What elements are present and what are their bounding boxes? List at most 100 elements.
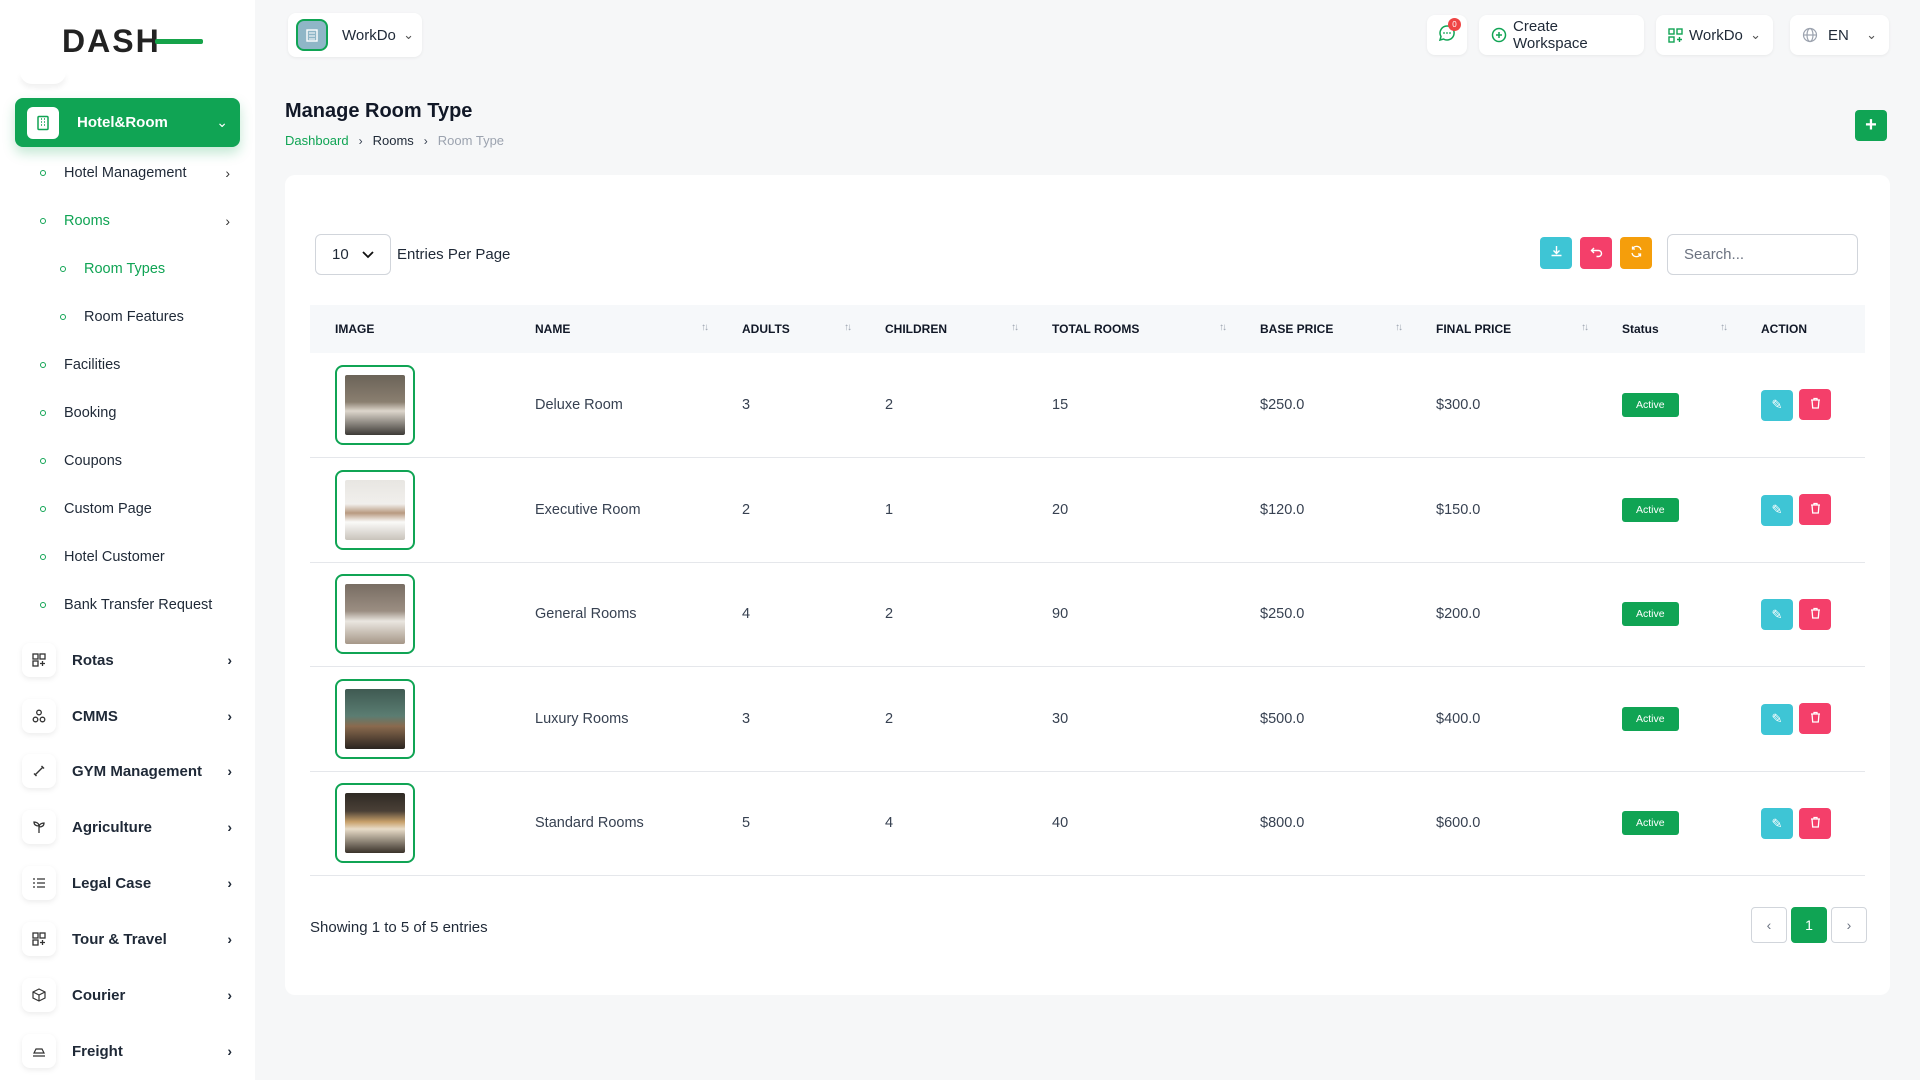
breadcrumb-rooms[interactable]: Rooms xyxy=(372,133,414,148)
pagination-page[interactable]: 1 xyxy=(1791,907,1827,943)
download-button[interactable] xyxy=(1540,237,1572,269)
room-name: Executive Room xyxy=(535,501,641,518)
sort-icon: ↑↓ xyxy=(1720,322,1728,333)
sidebar-module-hotel-room[interactable]: Hotel&Room ⌄ xyxy=(15,98,240,147)
sidebar-module-label: Hotel&Room xyxy=(77,114,168,131)
search-input[interactable] xyxy=(1667,234,1858,275)
pencil-icon: ✎ xyxy=(1771,815,1783,831)
col-final-price[interactable]: FINAL PRICE ↑↓ xyxy=(1436,322,1589,336)
delete-button[interactable] xyxy=(1799,389,1831,421)
edit-button[interactable]: ✎ xyxy=(1761,389,1793,421)
sidebar-item-facilities[interactable]: Facilities xyxy=(40,357,230,373)
chevron-right-icon: › xyxy=(227,763,232,779)
workspace-avatar xyxy=(296,19,328,51)
reset-button[interactable] xyxy=(1580,237,1612,269)
sidebar-module-gym-management[interactable]: GYM Management › xyxy=(22,751,232,791)
col-adults[interactable]: ADULTS ↑↓ xyxy=(742,322,852,336)
bullet-icon xyxy=(40,602,46,608)
sidebar-module-rotas[interactable]: Rotas › xyxy=(22,640,232,680)
breadcrumb-dashboard[interactable]: Dashboard xyxy=(285,133,349,148)
status-badge: Active xyxy=(1622,706,1679,731)
col-action: ACTION xyxy=(1761,322,1807,336)
room-children: 2 xyxy=(885,710,894,727)
sidebar-item-hotel-customer[interactable]: Hotel Customer xyxy=(40,549,230,565)
sidebar-module-cmms[interactable]: CMMS › xyxy=(22,696,232,736)
sidebar-item-custom-page[interactable]: Custom Page xyxy=(40,501,230,517)
sidebar-module-label: Rotas xyxy=(72,651,114,669)
delete-button[interactable] xyxy=(1799,598,1831,630)
sidebar-item-hotel-management[interactable]: Hotel Management › xyxy=(40,165,230,181)
edit-button[interactable]: ✎ xyxy=(1761,703,1793,735)
room-final-price: $300.0 xyxy=(1436,397,1481,413)
sidebar-module-label: Freight xyxy=(72,1042,123,1060)
bullet-icon xyxy=(60,266,66,272)
pencil-icon: ✎ xyxy=(1771,711,1783,726)
trash-icon xyxy=(1810,397,1821,412)
table-row: General Rooms 4 2 90 $250.0 $200.0 Activ… xyxy=(310,562,1865,667)
room-total: 20 xyxy=(1052,501,1069,518)
create-workspace-button[interactable]: Create Workspace xyxy=(1479,15,1644,55)
room-image[interactable] xyxy=(335,678,415,759)
room-name: Luxury Rooms xyxy=(535,710,629,727)
plus-circle-icon xyxy=(1491,27,1507,43)
add-room-type-button[interactable]: + xyxy=(1855,110,1887,141)
col-status[interactable]: Status ↑↓ xyxy=(1622,322,1728,336)
sort-icon: ↑↓ xyxy=(1011,322,1019,333)
sidebar-item-coupons[interactable]: Coupons xyxy=(40,453,230,469)
room-base-price: $120.0 xyxy=(1260,501,1305,518)
room-image[interactable] xyxy=(335,469,415,550)
delete-button[interactable] xyxy=(1799,807,1831,839)
pagination-prev[interactable]: ‹ xyxy=(1751,907,1787,943)
bullet-icon xyxy=(60,314,66,320)
pencil-icon: ✎ xyxy=(1771,397,1783,413)
logo[interactable]: DASH xyxy=(62,23,203,59)
list-icon xyxy=(22,866,56,900)
building-icon xyxy=(27,106,59,139)
sidebar-module-legal-case[interactable]: Legal Case › xyxy=(22,863,232,903)
trash-icon xyxy=(1810,711,1821,726)
entries-value: 10 xyxy=(332,246,349,263)
pagination-next[interactable]: › xyxy=(1831,907,1867,943)
sort-icon: ↑↓ xyxy=(1219,322,1227,333)
sidebar-module-courier[interactable]: Courier › xyxy=(22,975,232,1015)
refresh-button[interactable] xyxy=(1620,237,1652,269)
workspace-selector[interactable]: WorkDo ⌄ xyxy=(288,13,422,57)
sidebar-module-tour-travel[interactable]: Tour & Travel › xyxy=(22,919,232,959)
edit-button[interactable]: ✎ xyxy=(1761,494,1793,526)
room-image[interactable] xyxy=(335,783,415,864)
sidebar-item-booking[interactable]: Booking xyxy=(40,405,230,421)
entries-select[interactable]: 10 xyxy=(315,234,391,275)
table-row: Luxury Rooms 3 2 30 $500.0 $400.0 Active… xyxy=(310,667,1865,771)
edit-button[interactable]: ✎ xyxy=(1761,808,1793,839)
language-selector[interactable]: EN ⌄ xyxy=(1790,15,1889,55)
sidebar-module-label: CMMS xyxy=(72,707,118,725)
sidebar-module-agriculture[interactable]: Agriculture › xyxy=(22,807,232,847)
sidebar-item-bank-transfer-request[interactable]: Bank Transfer Request xyxy=(40,597,230,613)
sidebar-item-label: Room Features xyxy=(84,309,184,325)
sidebar-item-room-types[interactable]: Room Types xyxy=(60,261,250,277)
edit-button[interactable]: ✎ xyxy=(1761,599,1793,630)
workspace-switch-button[interactable]: WorkDo ⌄ xyxy=(1656,15,1773,55)
col-base-price[interactable]: BASE PRICE ↑↓ xyxy=(1260,322,1403,336)
col-image: IMAGE xyxy=(335,322,375,336)
col-total-rooms[interactable]: TOTAL ROOMS ↑↓ xyxy=(1052,322,1227,336)
sidebar-toggle[interactable] xyxy=(20,72,66,84)
sidebar-item-label: Coupons xyxy=(64,453,123,469)
room-image[interactable] xyxy=(335,365,415,445)
sidebar-item-room-features[interactable]: Room Features xyxy=(60,309,250,325)
logo-underline xyxy=(154,38,203,44)
room-final-price: $400.0 xyxy=(1436,710,1481,727)
room-image[interactable] xyxy=(335,574,415,655)
download-icon xyxy=(1550,245,1563,261)
nodes-icon xyxy=(22,699,56,733)
delete-button[interactable] xyxy=(1799,494,1831,525)
messages-button[interactable]: 0 xyxy=(1427,15,1467,55)
sidebar-item-rooms[interactable]: Rooms › xyxy=(40,213,230,229)
delete-button[interactable] xyxy=(1799,703,1831,734)
col-children[interactable]: CHILDREN ↑↓ xyxy=(885,322,1019,336)
refresh-icon xyxy=(1630,245,1643,261)
sidebar-module-freight[interactable]: Freight › xyxy=(22,1031,232,1071)
chevron-right-icon: › xyxy=(225,213,230,229)
room-children: 2 xyxy=(885,397,894,413)
col-name[interactable]: NAME ↑↓ xyxy=(535,322,709,336)
